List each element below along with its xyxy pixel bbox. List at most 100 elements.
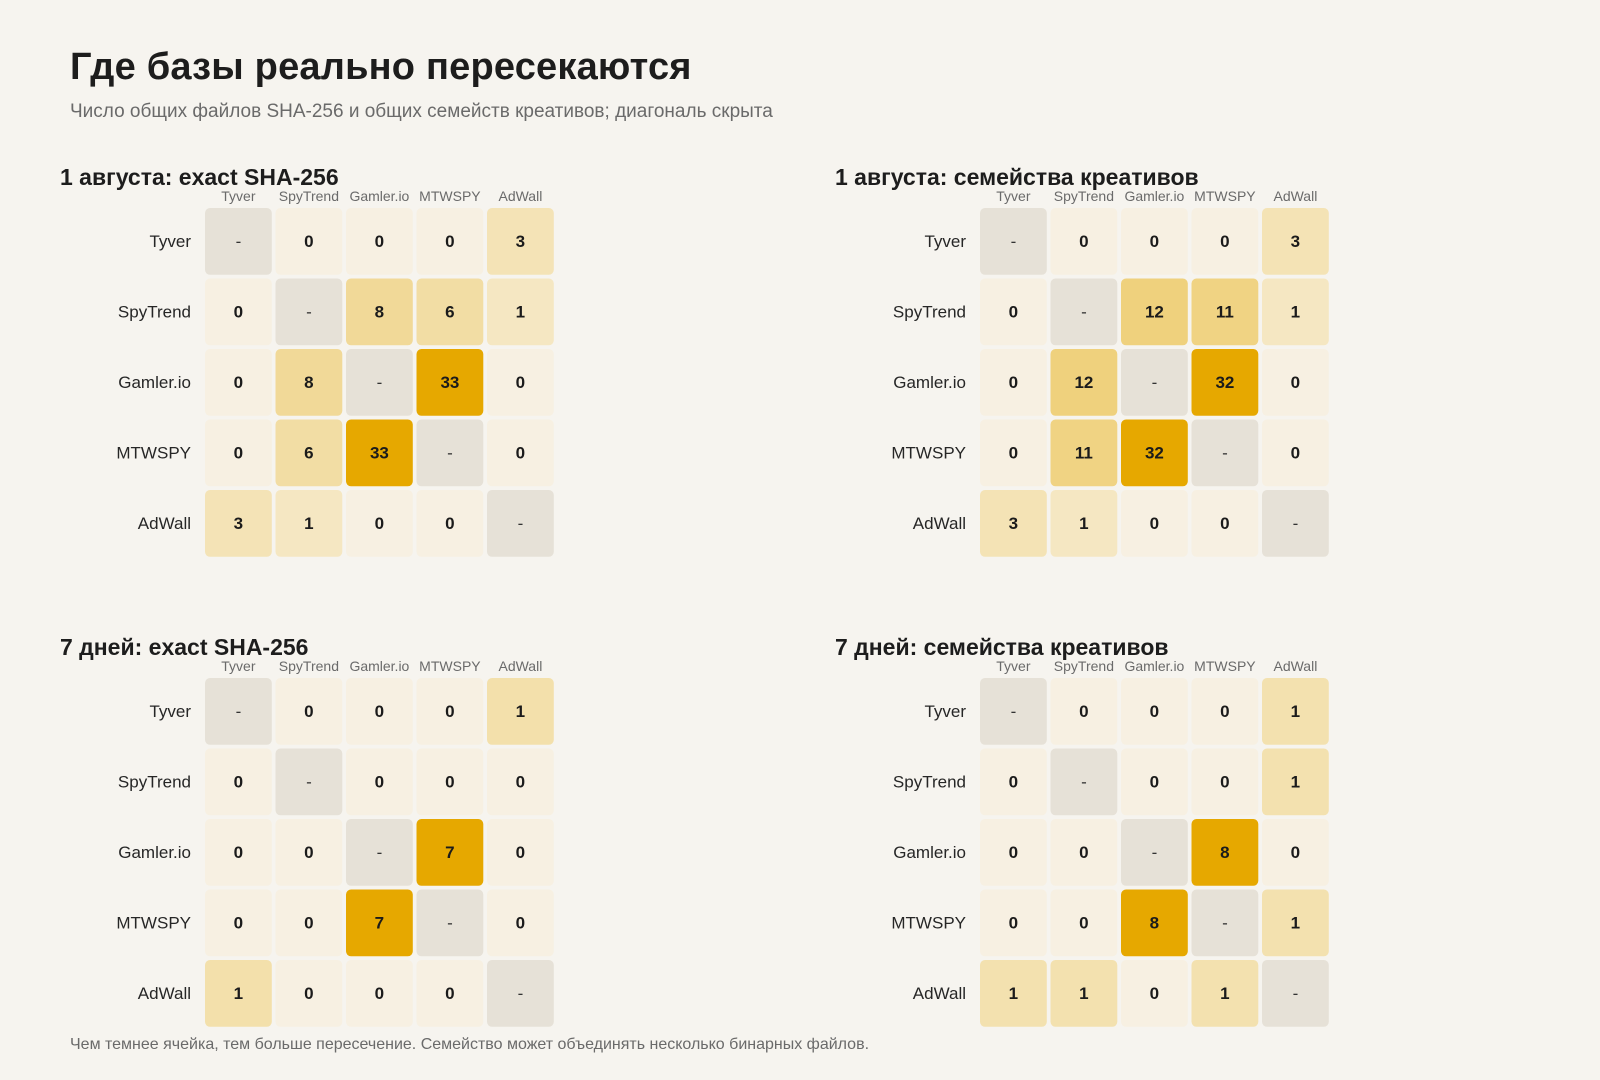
- heatmap-cell: [416, 349, 484, 416]
- heatmap-cell: [1050, 208, 1118, 275]
- cell-value-label: 0: [234, 772, 243, 791]
- row-label: MTWSPY: [891, 443, 966, 462]
- heatmap-cell-diagonal: [1262, 490, 1329, 557]
- cell-value-label: -: [306, 302, 312, 321]
- heatmap-cell-diagonal: [205, 678, 272, 745]
- column-label: SpyTrend: [1054, 188, 1114, 204]
- cell-value-label: -: [1293, 514, 1299, 533]
- heatmap-cell: [416, 960, 484, 1027]
- heatmap-cell: [1262, 208, 1329, 275]
- row-label: SpyTrend: [893, 772, 966, 791]
- heatmap-cell: [1191, 960, 1259, 1027]
- row-label: Tyver: [924, 232, 966, 251]
- heatmap-cell-diagonal: [346, 819, 413, 886]
- cell-value-label: 0: [1009, 443, 1018, 462]
- heatmap-cell: [980, 960, 1047, 1027]
- cell-value-label: 0: [234, 302, 243, 321]
- heatmap-cell: [416, 278, 484, 346]
- row-label: Gamler.io: [893, 843, 966, 862]
- heatmap-panel-7days-families: 7 дней: семейства креативов Tyver SpyTren…: [835, 634, 1395, 1064]
- column-label: AdWall: [1273, 188, 1317, 204]
- cell-value-label: -: [306, 772, 312, 791]
- cell-value-label: 6: [445, 302, 454, 321]
- cell-value-label: 7: [375, 913, 384, 932]
- heatmap-cell: [1050, 349, 1118, 416]
- heatmap-cell: [205, 748, 272, 816]
- cell-value-label: 0: [1220, 772, 1229, 791]
- heatmap-cell-diagonal: [487, 960, 554, 1027]
- heatmap-cell-diagonal: [1262, 960, 1329, 1027]
- cell-value-label: 0: [1079, 843, 1088, 862]
- heatmap-cell: [487, 419, 554, 487]
- cell-value-label: 33: [440, 373, 459, 392]
- heatmap-cell: [980, 419, 1047, 487]
- cell-value-label: 0: [1291, 443, 1300, 462]
- column-label: Gamler.io: [1124, 658, 1184, 674]
- heatmap-cell-diagonal: [275, 748, 343, 816]
- heatmap-cell: [1050, 419, 1118, 487]
- cell-value-label: 0: [1009, 913, 1018, 932]
- cell-value-label: 8: [375, 302, 384, 321]
- cell-value-label: 0: [1009, 373, 1018, 392]
- row-label: AdWall: [913, 514, 966, 533]
- heatmap-cell-diagonal: [1121, 819, 1188, 886]
- cell-value-label: 12: [1074, 373, 1093, 392]
- heatmap-cell: [205, 889, 272, 957]
- cell-value-label: 1: [1291, 702, 1300, 721]
- heatmap-cell: [1262, 349, 1329, 416]
- cell-value-label: 33: [370, 443, 389, 462]
- heatmap-cell: [205, 490, 272, 557]
- heatmap-cell: [275, 819, 343, 886]
- heatmap-cell-diagonal: [1050, 748, 1118, 816]
- cell-value-label: 1: [516, 302, 525, 321]
- cell-value-label: 0: [516, 843, 525, 862]
- cell-value-label: -: [1152, 843, 1158, 862]
- cell-value-label: -: [518, 984, 524, 1003]
- cell-value-label: 0: [1150, 232, 1159, 251]
- cell-value-label: -: [1222, 913, 1228, 932]
- heatmap-svg: Tyver SpyTrend Gamler.io MTWSPY AdWall Tyver -…: [891, 188, 1329, 557]
- cell-value-label: 0: [1150, 772, 1159, 791]
- column-label: Gamler.io: [349, 188, 409, 204]
- heatmap-cell-diagonal: [980, 208, 1047, 275]
- row-label: SpyTrend: [893, 302, 966, 321]
- row-label: SpyTrend: [118, 302, 191, 321]
- cell-value-label: 0: [1150, 514, 1159, 533]
- cell-value-label: 0: [375, 232, 384, 251]
- heatmap-cell: [1050, 960, 1118, 1027]
- cell-value-label: 1: [1291, 772, 1300, 791]
- heatmap-cell-diagonal: [205, 208, 272, 275]
- cell-value-label: 0: [234, 373, 243, 392]
- row-label: AdWall: [138, 984, 191, 1003]
- cell-value-label: 0: [445, 984, 454, 1003]
- heatmap-cell: [275, 208, 343, 275]
- column-label: Tyver: [996, 188, 1031, 204]
- heatmap-cell-diagonal: [1191, 419, 1259, 487]
- heatmap-cell-diagonal: [980, 678, 1047, 745]
- cell-value-label: 1: [304, 514, 313, 533]
- heatmap-cell: [346, 208, 413, 275]
- row-label: MTWSPY: [116, 913, 191, 932]
- heatmap-cell-diagonal: [416, 419, 484, 487]
- cell-value-label: 3: [234, 514, 243, 533]
- heatmap-cell-diagonal: [1191, 889, 1259, 957]
- cell-value-label: 7: [445, 843, 454, 862]
- heatmap-cell: [1121, 889, 1188, 957]
- cell-value-label: 1: [234, 984, 243, 1003]
- heatmap-cell: [1050, 889, 1118, 957]
- heatmap-cell: [980, 889, 1047, 957]
- heatmap-cell: [205, 819, 272, 886]
- heatmap-cell: [346, 678, 413, 745]
- cell-value-label: -: [447, 913, 453, 932]
- cell-value-label: -: [1081, 772, 1087, 791]
- heatmap-cell: [1262, 419, 1329, 487]
- column-label: Tyver: [221, 188, 256, 204]
- cell-value-label: 0: [375, 702, 384, 721]
- panel-title: 1 августа: семейства креативов: [835, 164, 1199, 190]
- cell-value-label: 12: [1145, 302, 1164, 321]
- heatmap-cell: [1191, 819, 1259, 886]
- cell-value-label: 0: [445, 772, 454, 791]
- row-label: MTWSPY: [116, 443, 191, 462]
- cell-value-label: -: [1293, 984, 1299, 1003]
- heatmap-cell: [346, 419, 413, 487]
